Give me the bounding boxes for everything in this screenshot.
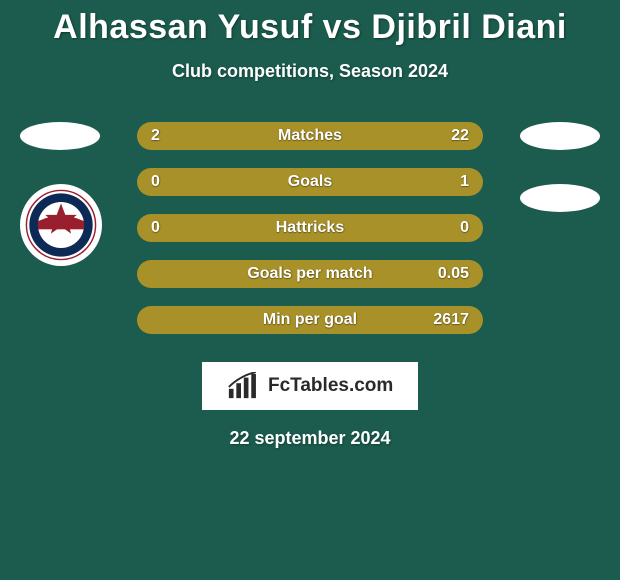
- stat-right-value: 22: [429, 127, 469, 145]
- stat-left-value: 2: [151, 127, 191, 145]
- badges-left: [20, 122, 102, 266]
- club-badge-left-2: [20, 184, 102, 266]
- crest-icon: [25, 189, 97, 261]
- stat-right-value: 2617: [429, 311, 469, 329]
- page-subtitle: Club competitions, Season 2024: [0, 61, 620, 82]
- stat-right-value: 1: [429, 173, 469, 191]
- date-label: 22 september 2024: [0, 428, 620, 449]
- stat-left-value: 0: [151, 219, 191, 237]
- source-logo-box: FcTables.com: [202, 362, 418, 410]
- badges-right: [520, 122, 600, 212]
- stat-bar: Min per goal 2617: [137, 306, 483, 334]
- stat-bar: Goals per match 0.05: [137, 260, 483, 288]
- stat-right-value: 0.05: [429, 265, 469, 283]
- content-area: 2 Matches 22 0 Goals 1 0 Hattricks 0 Goa…: [0, 122, 620, 449]
- stat-bar: 0 Goals 1: [137, 168, 483, 196]
- stat-left-value: 0: [151, 173, 191, 191]
- page-title: Alhassan Yusuf vs Djibril Diani: [0, 0, 620, 47]
- bars-icon: [227, 372, 264, 400]
- club-badge-left-1: [20, 122, 100, 150]
- stat-right-value: 0: [429, 219, 469, 237]
- club-badge-right-2: [520, 184, 600, 212]
- stat-bars: 2 Matches 22 0 Goals 1 0 Hattricks 0 Goa…: [137, 122, 483, 334]
- stat-bar: 2 Matches 22: [137, 122, 483, 150]
- source-logo-text: FcTables.com: [268, 375, 393, 397]
- stat-bar: 0 Hattricks 0: [137, 214, 483, 242]
- club-badge-right-1: [520, 122, 600, 150]
